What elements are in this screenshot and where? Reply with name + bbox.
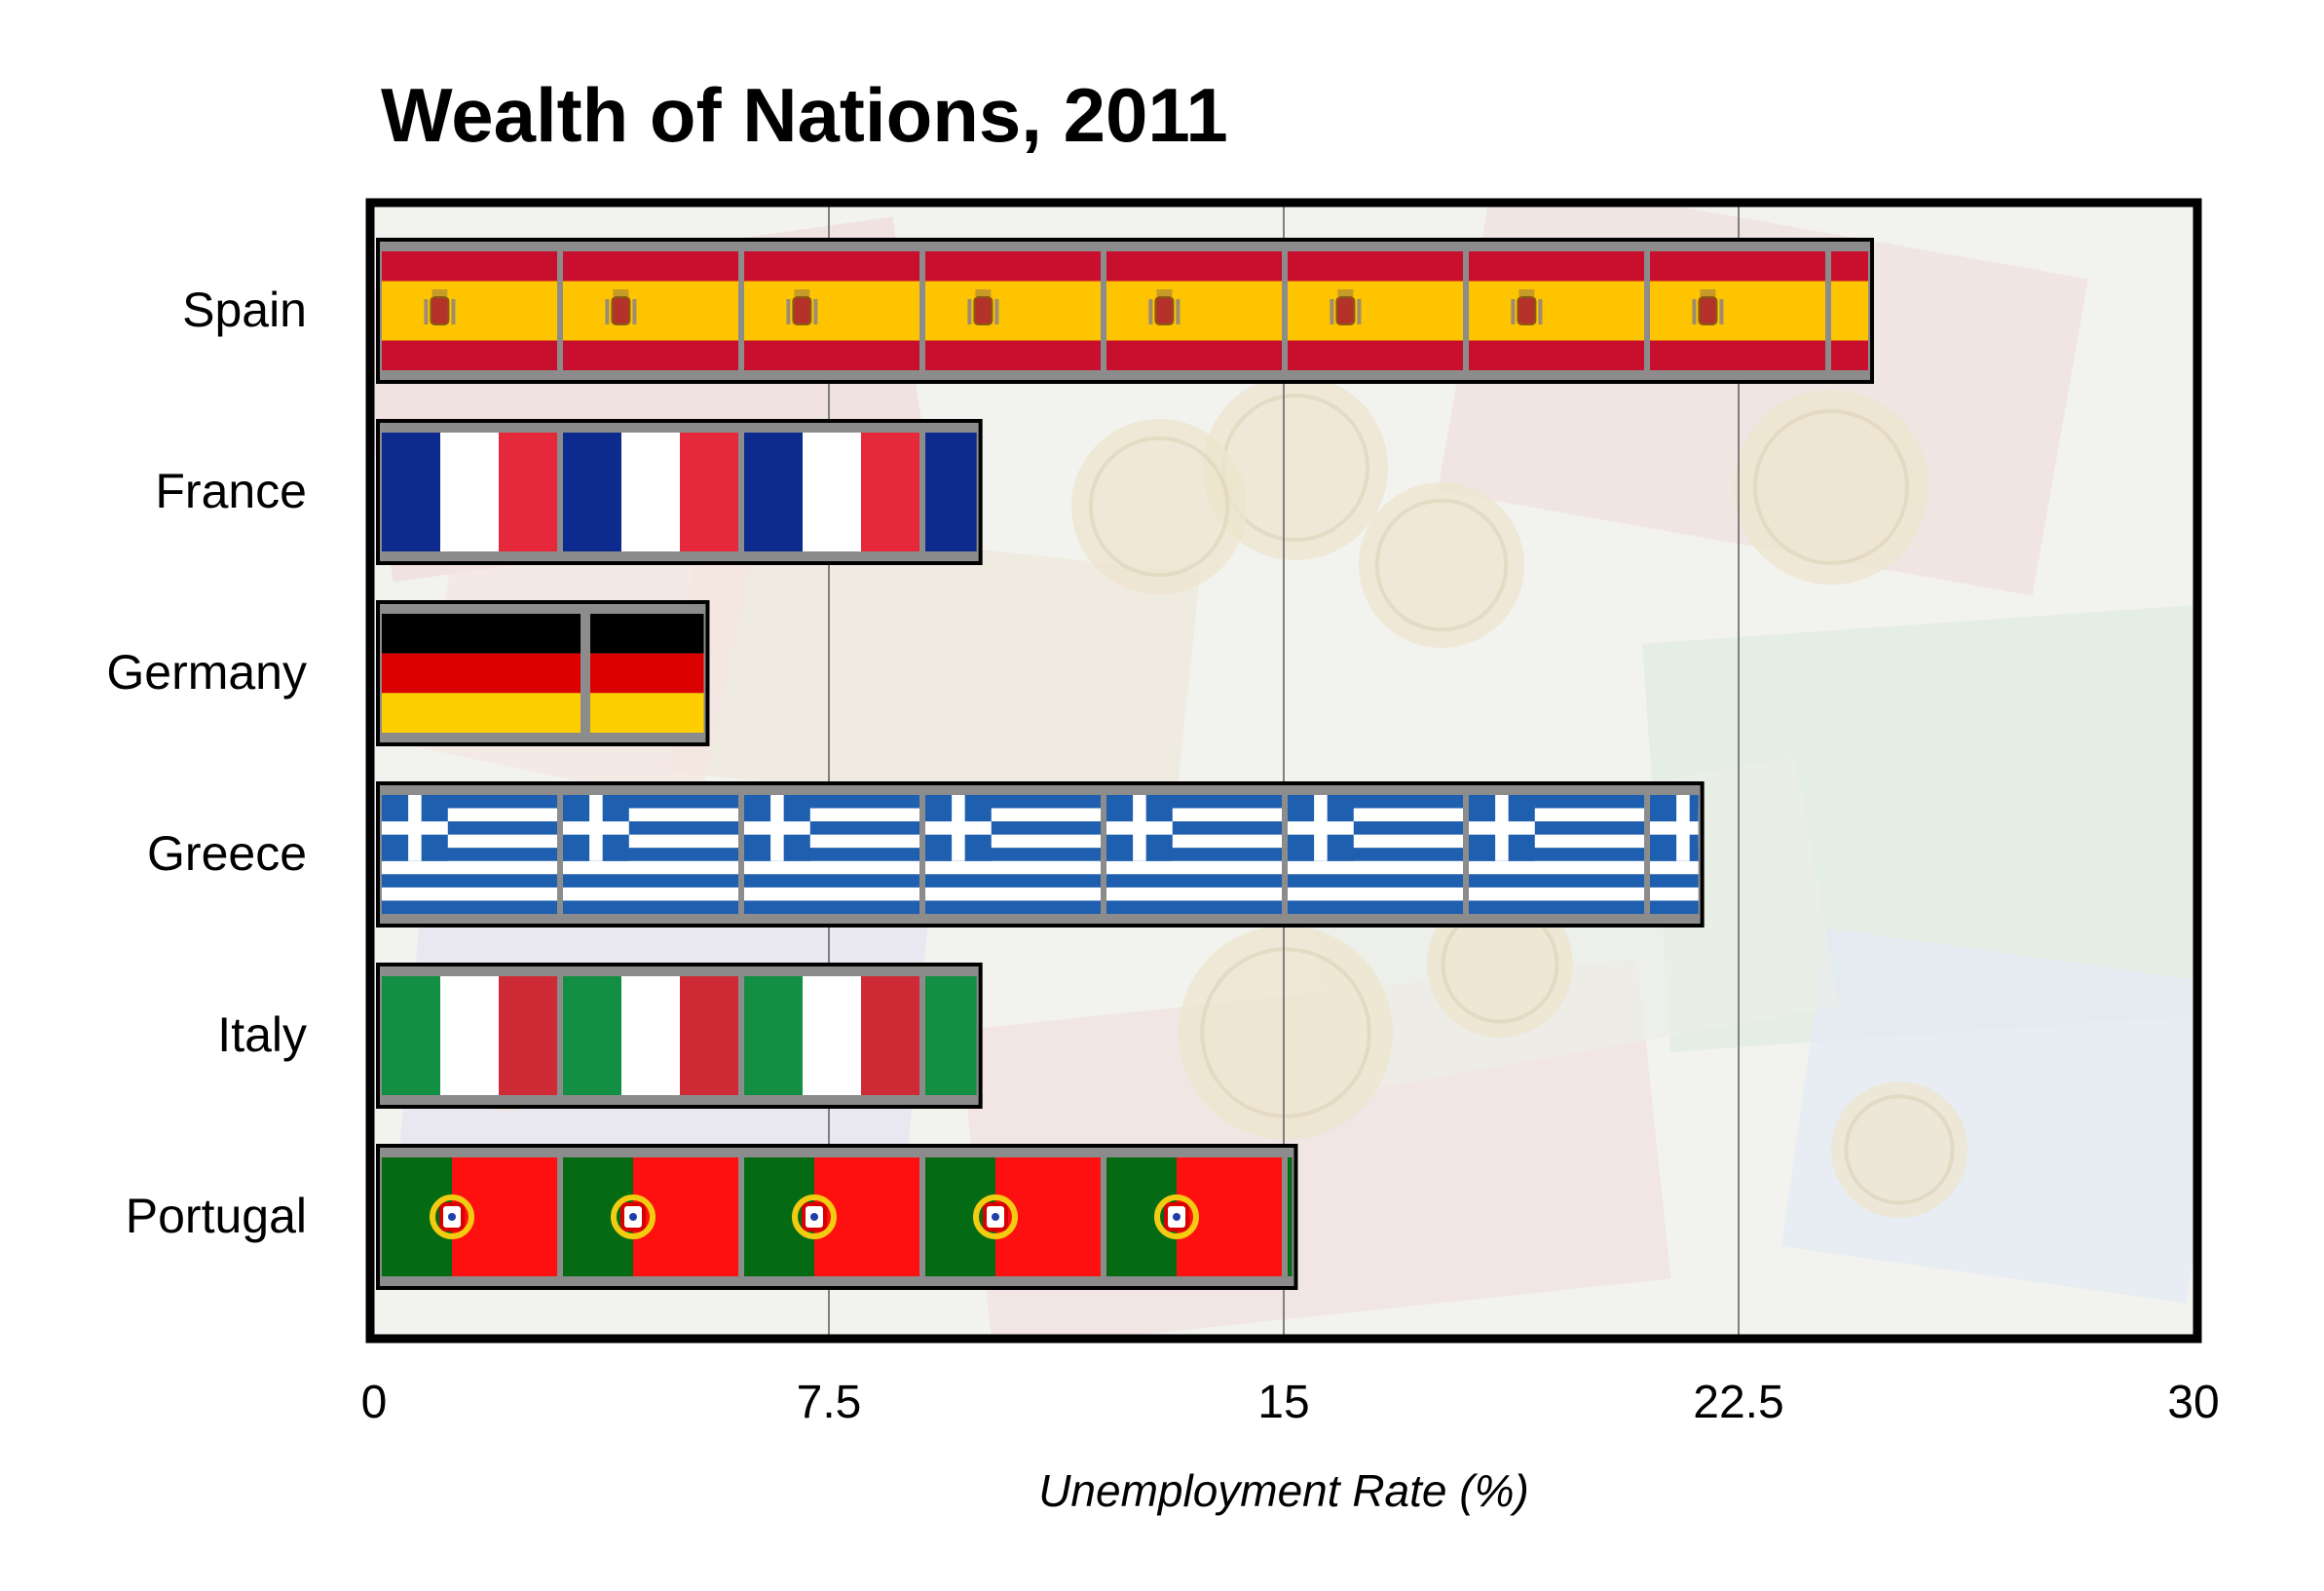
plot-frame	[365, 198, 2202, 1344]
bar-italy	[376, 963, 983, 1109]
x-tick-label: 22.5	[1693, 1377, 1783, 1428]
category-label: Italy	[217, 1007, 307, 1062]
category-label: Greece	[147, 826, 307, 881]
plot-area	[365, 198, 2202, 1344]
category-label: Germany	[106, 645, 307, 700]
category-labels: Spain France Germany Greece Italy Portugal	[106, 283, 307, 1243]
category-label: France	[155, 464, 307, 518]
bars	[376, 238, 1874, 1290]
x-axis-label: Unemployment Rate (%)	[1038, 1465, 1529, 1516]
x-tick-label: 0	[361, 1377, 388, 1428]
bar-germany	[376, 600, 710, 746]
bar-spain	[376, 238, 1874, 384]
category-label: Spain	[182, 283, 307, 337]
x-tick-labels: 0 7.5 15 22.5 30	[361, 1377, 2220, 1428]
bar-greece	[376, 781, 1705, 928]
category-label: Portugal	[126, 1189, 307, 1243]
bar-portugal	[376, 1144, 1298, 1290]
chart-title: Wealth of Nations, 2011	[381, 72, 1228, 158]
x-tick-label: 30	[2167, 1377, 2219, 1428]
bar-france	[376, 419, 983, 565]
x-tick-label: 15	[1257, 1377, 1309, 1428]
x-tick-label: 7.5	[797, 1377, 862, 1428]
